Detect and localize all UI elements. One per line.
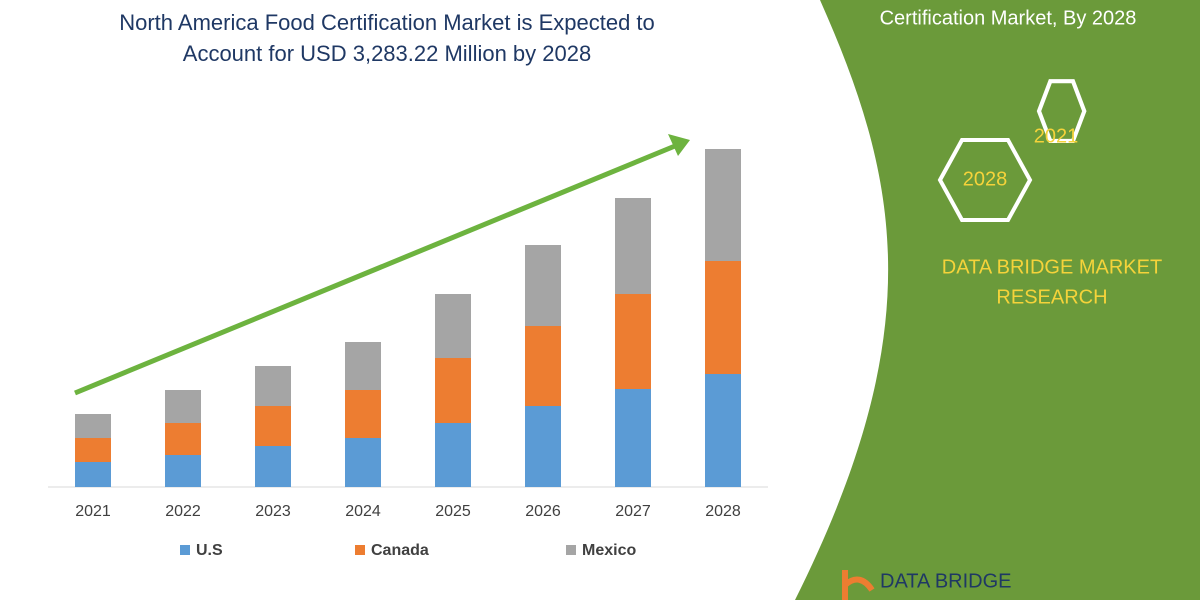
legend-swatch <box>355 545 365 555</box>
bar-segment <box>345 438 381 487</box>
x-tick-label: 2021 <box>75 503 111 520</box>
x-tick-label: 2026 <box>525 503 561 520</box>
bar-segment <box>705 261 741 374</box>
bar-segment <box>255 446 291 487</box>
x-tick-label: 2028 <box>705 503 741 520</box>
bar-segment <box>525 245 561 326</box>
arrow-head <box>668 134 690 156</box>
bar-segment <box>615 294 651 389</box>
legend-swatch <box>566 545 576 555</box>
panel-heading: Certification Market, By 2028 <box>880 7 1137 29</box>
trend-arrow <box>74 143 676 396</box>
hexagon-label: 2021 <box>1034 125 1079 147</box>
legend-swatch <box>180 545 190 555</box>
bar-segment <box>435 294 471 358</box>
x-tick-label: 2023 <box>255 503 291 520</box>
bar-segment <box>75 462 111 487</box>
bar-segment <box>345 390 381 438</box>
chart-title: Account for USD 3,283.22 Million by 2028 <box>183 41 591 66</box>
bar-segment <box>525 406 561 487</box>
logo-text: DATA BRIDGE <box>880 570 1012 592</box>
hexagon <box>937 138 1033 222</box>
bar-segment <box>705 374 741 487</box>
bar-segment <box>255 366 291 406</box>
bar-segment <box>165 390 201 423</box>
bar-segment <box>165 423 201 455</box>
legend-label: U.S <box>196 542 223 559</box>
bar-segment <box>525 326 561 406</box>
hexagon <box>1036 79 1087 144</box>
bar-segment <box>615 198 651 294</box>
x-tick-label: 2022 <box>165 503 201 520</box>
bar-segment <box>165 455 201 487</box>
bar-segment <box>615 389 651 487</box>
x-tick-label: 2025 <box>435 503 471 520</box>
bar-segment <box>75 414 111 438</box>
brand-text: RESEARCH <box>996 286 1107 308</box>
brand-text: DATA BRIDGE MARKET <box>942 256 1162 278</box>
side-panel <box>795 0 1200 600</box>
legend-label: Canada <box>371 542 429 559</box>
hexagon-label: 2028 <box>963 168 1008 190</box>
bar-segment <box>345 342 381 390</box>
bar-segment <box>705 149 741 261</box>
logo-icon <box>842 570 875 600</box>
bar-segment <box>435 423 471 487</box>
x-tick-label: 2027 <box>615 503 651 520</box>
legend-label: Mexico <box>582 542 636 559</box>
x-tick-label: 2024 <box>345 503 381 520</box>
chart-title: North America Food Certification Market … <box>119 10 655 35</box>
bar-segment <box>75 438 111 462</box>
bar-segment <box>435 358 471 423</box>
bar-segment <box>255 406 291 446</box>
